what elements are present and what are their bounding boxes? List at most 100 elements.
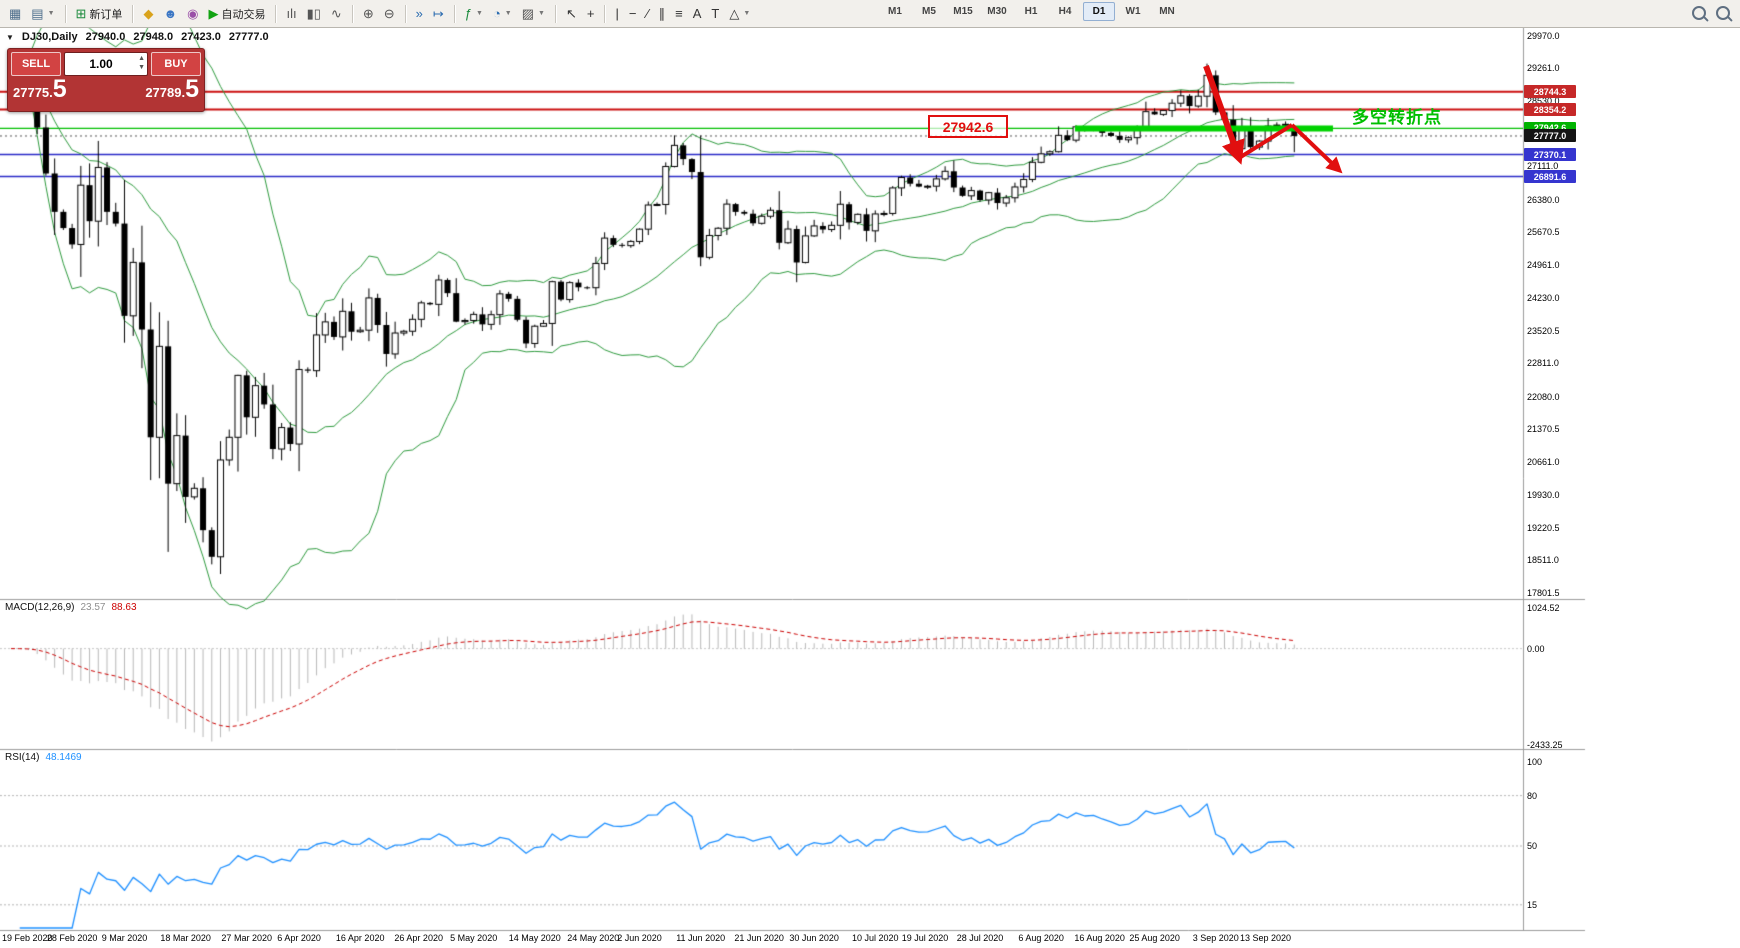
- timeframe-button-M15[interactable]: M15: [953, 6, 973, 17]
- toolbar-left-group: ▦ ▤ ▼ ⊞ 新订单 ◆ ☻ ◉ ▶ 自动交易 ılı ▮▯ ∿ ⊕ ⊖» ↦ ƒ ▼ ◔ ▼ ▨ ▼ ↖ + | − ∕ ∥ ≡ A T…: [0, 4, 755, 24]
- buy-button[interactable]: BUY: [151, 52, 201, 76]
- crosshair-icon[interactable]: +: [583, 5, 599, 23]
- sell-price-big-digit: 5: [52, 75, 67, 103]
- price-axis-label: 24961.0: [1527, 259, 1560, 270]
- zoom-in-icon[interactable]: ⊕: [359, 5, 378, 23]
- toolbar: ▦ ▤ ▼ ⊞ 新订单 ◆ ☻ ◉ ▶ 自动交易 ılı ▮▯ ∿ ⊕ ⊖» ↦ ƒ ▼ ◔ ▼ ▨ ▼ ↖ + | − ∕ ∥ ≡ A T…: [0, 0, 1740, 28]
- fibonacci-icon: ≡: [675, 5, 683, 21]
- line-chart-icon[interactable]: ∿: [327, 5, 346, 23]
- dropdown-caret-icon: ▼: [743, 10, 751, 17]
- cursor-icon[interactable]: ↖: [562, 5, 581, 23]
- find-symbol-icon[interactable]: [1692, 6, 1706, 20]
- dropdown-caret-icon: ▼: [47, 10, 55, 17]
- channel-icon[interactable]: ∥: [655, 5, 670, 23]
- label-icon: T: [711, 5, 720, 21]
- timeframe-button-M1[interactable]: M1: [888, 6, 902, 17]
- new-chart-icon[interactable]: ▦: [5, 5, 25, 23]
- price-axis-label: 25670.5: [1527, 227, 1560, 238]
- ohlc-low: 27423.0: [181, 31, 221, 43]
- time-axis-label: 30 Jun 2020: [789, 933, 839, 943]
- time-axis-label: 28 Jul 2020: [956, 933, 1004, 943]
- one-click-panel-toggle-icon[interactable]: ▼: [6, 32, 14, 42]
- price-axis-label: 27111.0: [1527, 161, 1559, 172]
- price-axis-label: 22811.0: [1527, 358, 1559, 369]
- price-axis-label: 18511.0: [1527, 555, 1559, 566]
- dropdown-caret-icon: ▼: [476, 10, 483, 17]
- sell-button[interactable]: SELL: [11, 52, 61, 76]
- timeframe-button-H4[interactable]: H4: [1058, 6, 1072, 17]
- horizontal-line-icon[interactable]: −: [625, 5, 641, 23]
- autotrading-button[interactable]: ▶ 自动交易: [204, 4, 269, 24]
- time-axis-label: 11 Jun 2020: [676, 933, 726, 943]
- time-axis-label: 16 Apr 2020: [335, 933, 385, 943]
- indicators-icon: ƒ: [464, 5, 472, 21]
- bar-chart-icon[interactable]: ılı: [282, 5, 300, 23]
- rsi-scale-label: 100: [1527, 757, 1543, 767]
- volume-stepper[interactable]: ▲ ▼: [64, 52, 148, 76]
- news-icon: ◉: [187, 5, 199, 21]
- news-icon[interactable]: ◉: [183, 5, 202, 23]
- price-annotation-box[interactable]: 27942.6: [928, 115, 1008, 138]
- price-axis-label: 24230.0: [1527, 293, 1560, 304]
- toolbar-right-group: [1692, 6, 1730, 20]
- fibonacci-icon[interactable]: ≡: [671, 5, 687, 23]
- timeframe-button-M5[interactable]: M5: [922, 6, 936, 17]
- vertical-line-icon[interactable]: |: [611, 5, 622, 23]
- shapes-icon[interactable]: △ ▼: [725, 5, 754, 23]
- market-watch-icon[interactable]: ◆: [139, 5, 157, 23]
- buy-price-main: 27789.: [145, 85, 186, 100]
- rsi-scale-label: 80: [1527, 790, 1538, 801]
- timeframe-button-M30[interactable]: M30: [987, 6, 1007, 17]
- dropdown-caret-icon: ▼: [538, 10, 545, 17]
- indicators-icon[interactable]: ƒ ▼: [461, 5, 487, 23]
- volume-down-icon[interactable]: ▼: [138, 64, 145, 71]
- profiles-icon[interactable]: ▤ ▼: [27, 5, 58, 23]
- volume-up-icon[interactable]: ▲: [138, 55, 145, 62]
- new-chart-icon: ▦: [9, 5, 22, 21]
- trendline-icon[interactable]: ∕: [642, 5, 652, 23]
- buy-price-big-digit: 5: [185, 75, 199, 103]
- toolbar-separator: [351, 4, 353, 23]
- turning-point-annotation[interactable]: 多空转折点: [1352, 108, 1442, 127]
- auto-scroll-icon[interactable]: »: [412, 5, 427, 23]
- timeframe-button-W1[interactable]: W1: [1125, 6, 1141, 17]
- sell-price: 27775. 5: [13, 76, 67, 103]
- community-icon[interactable]: ☻: [159, 5, 181, 23]
- chart-shift-icon[interactable]: ↦: [429, 5, 448, 23]
- periods-icon[interactable]: ◔ ▼: [489, 5, 516, 23]
- candlestick-chart-icon[interactable]: ▮▯: [303, 5, 325, 23]
- time-axis-label: 18 Mar 2020: [160, 933, 211, 943]
- time-axis-label: 6 Aug 2020: [1018, 933, 1064, 943]
- auto-scroll-icon: »: [415, 5, 423, 21]
- new-order-button[interactable]: ⊞ 新订单: [72, 4, 127, 24]
- macd-scale-label: 1024.52: [1527, 603, 1560, 613]
- price-axis-label: 26380.0: [1527, 194, 1560, 205]
- time-axis-label: 9 Mar 2020: [101, 933, 148, 943]
- price-tag: 27777.0: [1524, 129, 1576, 143]
- text-icon[interactable]: A: [689, 5, 706, 23]
- one-click-trading-panel: SELL ▲ ▼ BUY 27775.5 27789.5: [7, 48, 205, 112]
- templates-icon[interactable]: ▨ ▼: [518, 5, 549, 23]
- sell-price-main: 27775.: [13, 85, 53, 100]
- label-icon[interactable]: T: [707, 5, 723, 23]
- trendline-icon: ∕: [646, 5, 649, 21]
- search-icon[interactable]: [1716, 6, 1730, 20]
- line-chart-icon: ∿: [330, 5, 342, 21]
- chart-shift-icon: ↦: [432, 5, 444, 21]
- volume-input[interactable]: [65, 53, 147, 75]
- price-axis-label: 23520.5: [1527, 325, 1560, 336]
- price-axis-label: 29970.0: [1527, 30, 1560, 41]
- timeframe-button-MN[interactable]: MN: [1159, 6, 1175, 17]
- time-axis-label: 5 May 2020: [450, 933, 498, 943]
- zoom-out-icon[interactable]: ⊖: [380, 5, 399, 23]
- price-tag: 28354.2: [1524, 103, 1576, 117]
- time-axis-label: 28 Feb 2020: [46, 933, 98, 943]
- timeframe-button-H1[interactable]: H1: [1024, 6, 1038, 17]
- ohlc-open: 27940.0: [85, 31, 126, 43]
- time-axis-label: 3 Sep 2020: [1192, 933, 1239, 943]
- horizontal-line-icon: −: [628, 5, 637, 21]
- timeframe-button-D1[interactable]: D1: [1083, 2, 1115, 21]
- crosshair-icon: +: [586, 5, 595, 21]
- macd-signal-value: 88.63: [111, 602, 137, 613]
